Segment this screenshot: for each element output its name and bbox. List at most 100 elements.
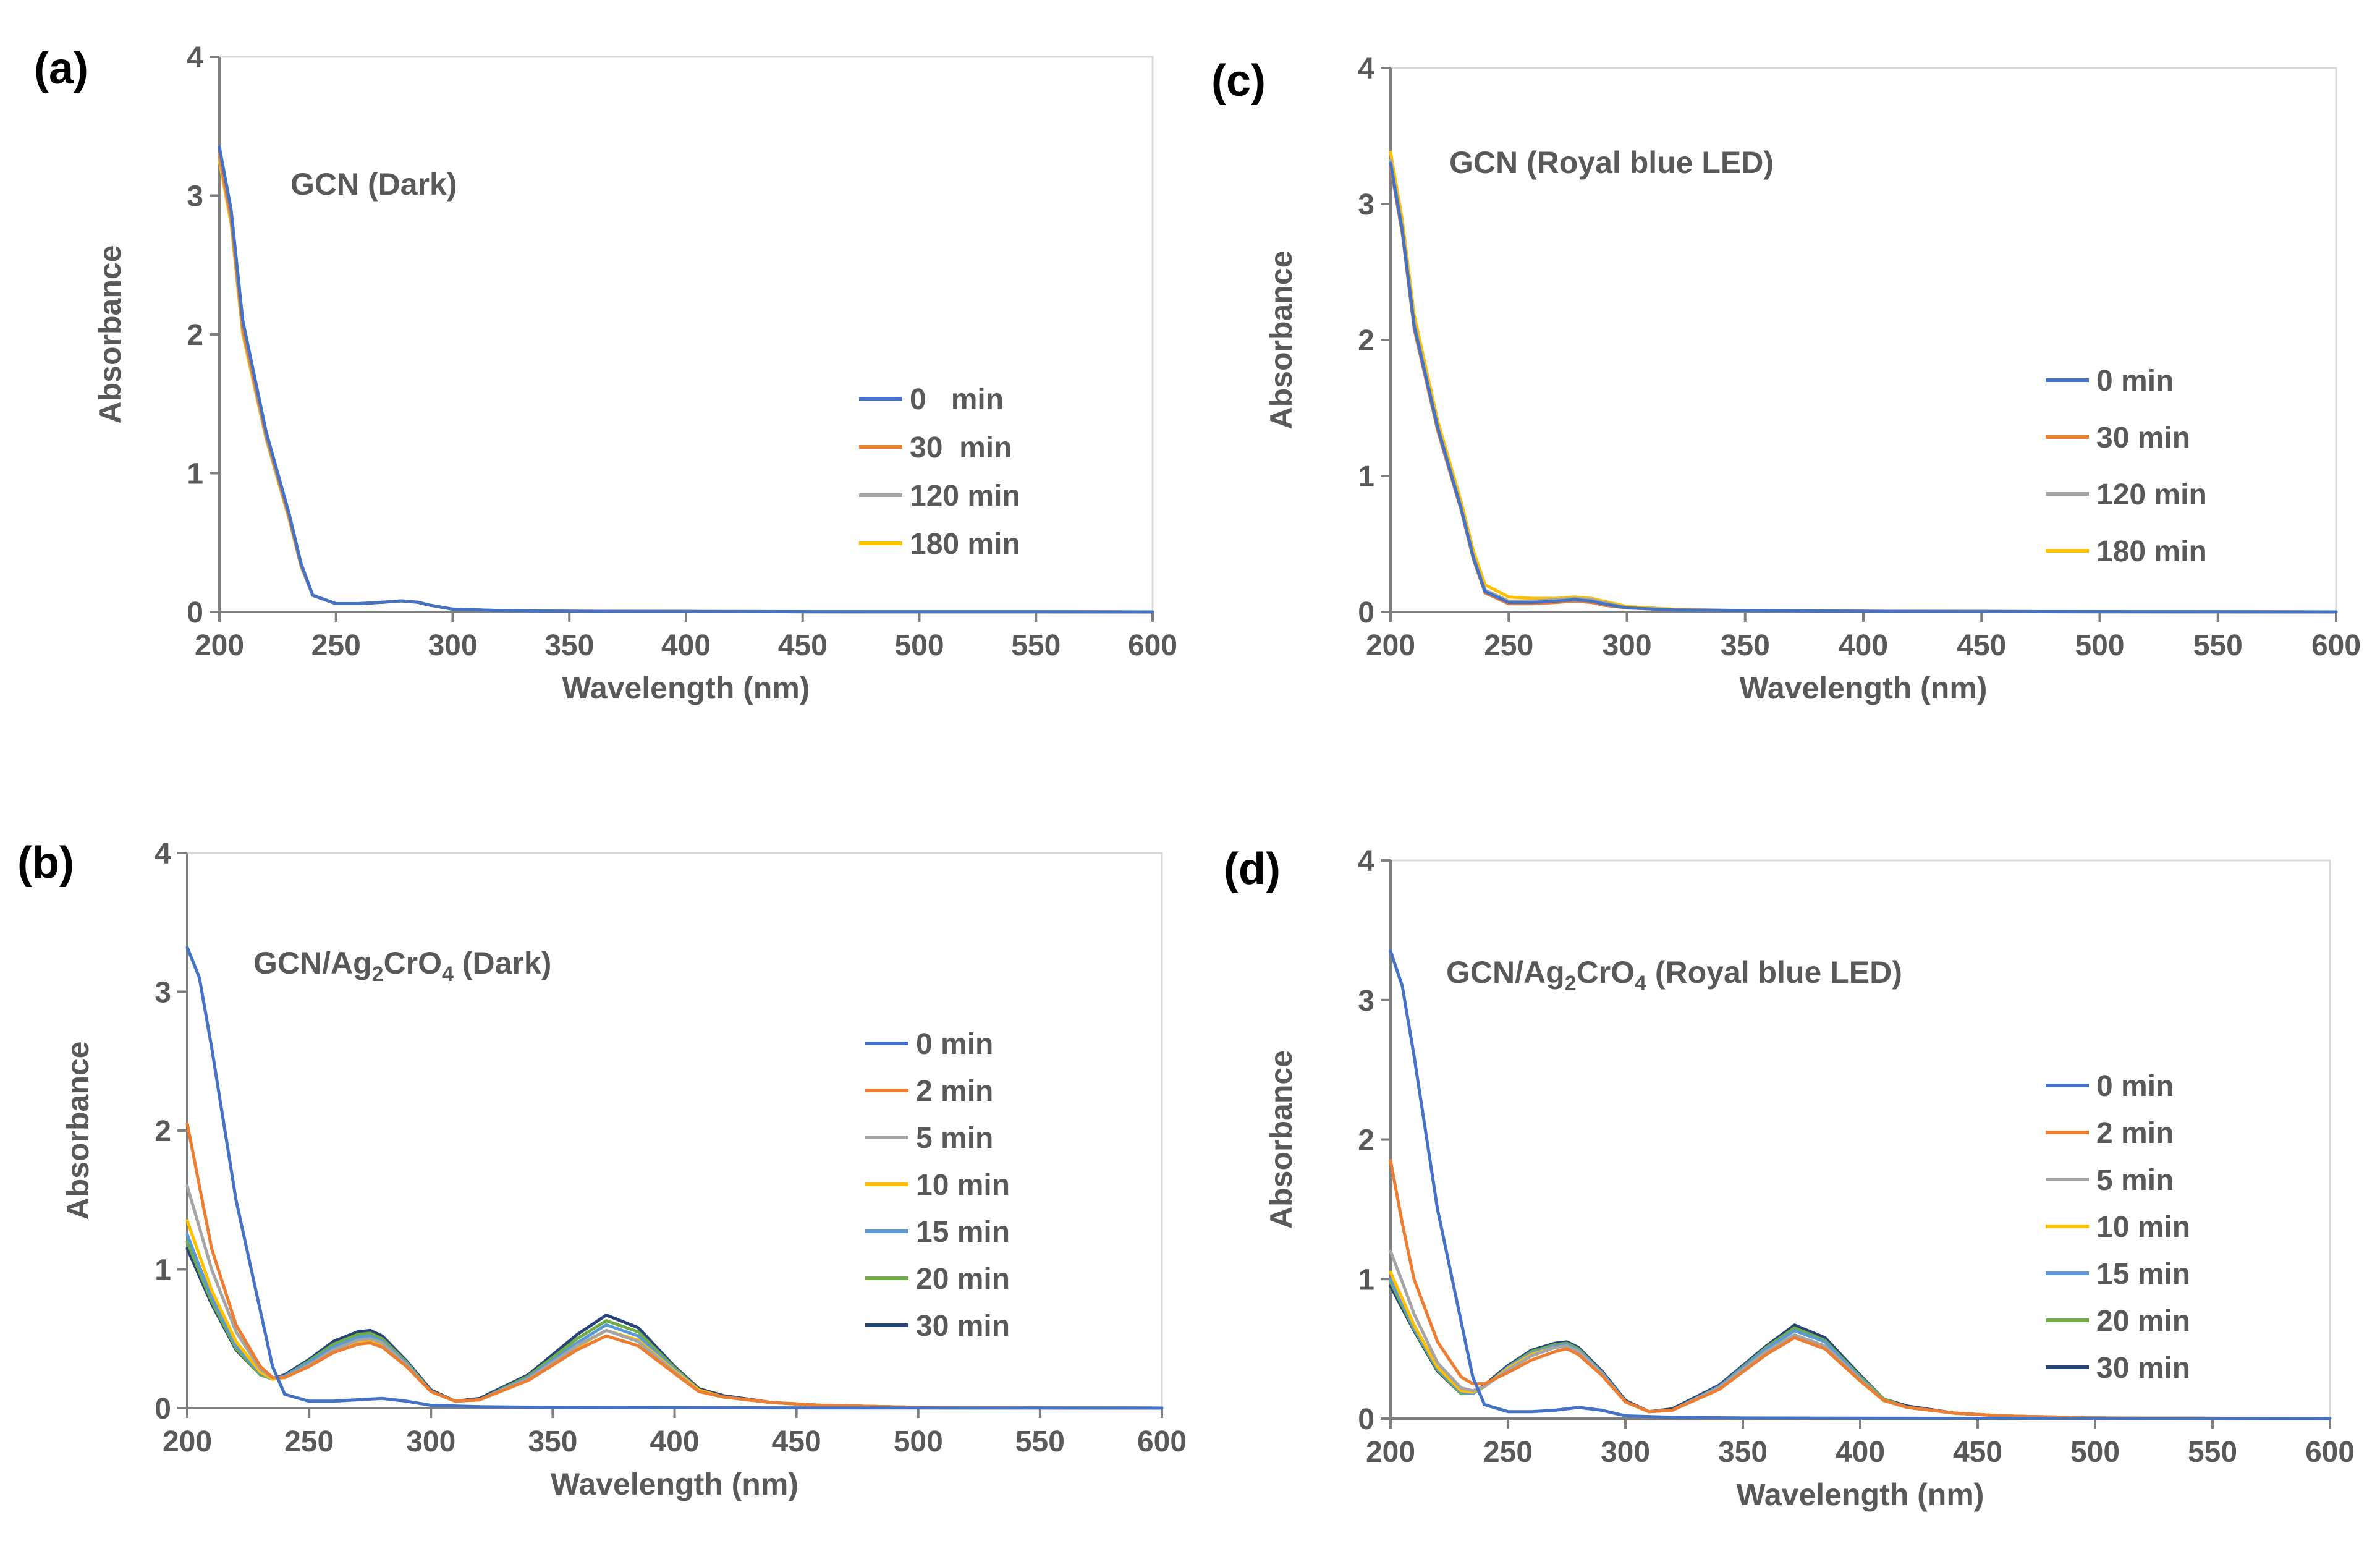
annotation-annotation-end: (Dark) [454,946,551,980]
y-tick-label: 4 [1358,53,1374,85]
y-tick-label: 3 [187,180,203,213]
legend-label: 30 min [910,431,1012,464]
chart-panel-b: 0 1 2 3 4 200 250 300 350 400 450 500 550 600 Waveleng… [17,838,1187,1501]
y-tick-label: 4 [187,41,203,74]
x-tick-label: 500 [894,629,944,662]
x-tick-label: 600 [2305,1436,2355,1469]
panel-annotation: GCN (Dark) [290,167,457,202]
y-tick-label: 0 [1358,1403,1374,1436]
legend-label: 10 min [2096,1211,2190,1244]
x-tick-label: 250 [1484,629,1533,662]
x-tick-label: 250 [1483,1436,1533,1469]
legend-label: 5 min [916,1122,993,1155]
y-tick-label: 1 [155,1254,171,1287]
x-axis-title: Wavelength (nm) [562,671,810,705]
legend-label: 30 min [2096,1352,2190,1385]
legend-label: 5 min [2096,1164,2174,1197]
x-tick-label: 450 [1957,629,2006,662]
x-tick-label: 450 [772,1425,821,1458]
x-tick-label: 300 [406,1425,455,1458]
y-tick-label: 0 [187,596,203,629]
y-tick-label: 1 [1358,461,1374,493]
x-tick-label: 500 [2075,629,2124,662]
annotation-annotation-sub: 2 [372,962,384,986]
panel-label: (a) [34,44,88,93]
x-tick-label: 200 [195,629,244,662]
legend-label: 0 min [2096,1070,2174,1103]
legend-label: 120 min [910,480,1020,512]
x-tick-label: 300 [1602,629,1651,662]
y-tick-label: 3 [1358,985,1374,1017]
series-line-d-0 [1389,949,2332,1420]
x-tick-label: 250 [311,629,361,662]
x-axis-title: Wavelength (nm) [1740,671,1988,705]
annotation-annotation: GCN/Ag [253,946,372,980]
y-tick-label: 3 [1358,189,1374,221]
legend-label: 15 min [916,1216,1010,1249]
legend-label: 15 min [2096,1258,2190,1291]
x-tick-label: 400 [1839,629,1888,662]
y-tick-label: 1 [187,458,203,491]
annotation-annotation-end: (Royal blue LED) [1646,955,1902,990]
x-tick-label: 250 [284,1425,334,1458]
annotation-annotation-sub: 2 [1565,972,1577,995]
y-axis-title: Absorbance [1264,251,1298,430]
series-line-c-0 [1389,161,2338,614]
x-tick-label: 300 [1601,1436,1650,1469]
series-line-d-3 [1389,1270,2332,1420]
x-tick-label: 300 [428,629,477,662]
chart-panel-d: 0 1 2 3 4 200 250 300 350 400 450 500 550 600 Waveleng… [1224,844,2355,1512]
x-tick-label: 200 [1366,629,1415,662]
legend-label: 30 min [916,1310,1010,1343]
x-tick-label: 500 [2070,1436,2120,1469]
y-axis-title: Absorbance [1264,1050,1298,1229]
x-tick-label: 550 [2193,629,2243,662]
y-tick-label: 2 [1358,1124,1374,1157]
x-tick-label: 550 [1011,629,1061,662]
annotation-annotation: GCN/Ag [1446,955,1565,990]
panel-label: (b) [17,838,74,888]
panel-label: (c) [1211,56,1266,106]
legend-label: 20 min [2096,1305,2190,1338]
legend-label: 2 min [2096,1117,2174,1150]
x-tick-label: 550 [1015,1425,1065,1458]
series-line-b-1 [185,1122,1164,1410]
series-line-b-0 [185,946,1164,1410]
panel-annotation: GCN/Ag2CrO4 (Royal blue LED) [1446,955,1902,995]
annotation-annotation: GCN (Royal blue LED) [1449,145,1774,180]
y-tick-label: 2 [155,1115,171,1148]
x-tick-label: 500 [894,1425,943,1458]
y-tick-label: 2 [187,319,203,352]
legend-label: 180 min [910,528,1020,561]
legend-label: 0 min [910,383,1004,416]
legend-label: 0 min [2096,365,2174,397]
x-tick-label: 350 [1721,629,1770,662]
x-tick-label: 400 [661,629,711,662]
x-axis-title: Wavelength (nm) [1737,1477,1984,1512]
series-line-b-4 [185,1233,1164,1410]
series-line-b-5 [185,1240,1164,1410]
y-tick-label: 4 [155,838,171,870]
x-tick-label: 200 [1366,1436,1415,1469]
series-line-b-3 [185,1219,1164,1410]
x-tick-label: 350 [528,1425,577,1458]
series-line-b-6 [185,1247,1164,1410]
x-tick-label: 350 [544,629,594,662]
annotation-annotation: GCN (Dark) [290,167,457,202]
y-tick-label: 3 [155,977,171,1009]
x-tick-label: 600 [2311,629,2361,662]
legend-label: 30 min [2096,422,2190,454]
series-line-d-5 [1389,1280,2332,1420]
x-axis-title: Wavelength (nm) [551,1467,798,1501]
x-tick-label: 450 [1953,1436,2002,1469]
y-axis-title: Absorbance [61,1042,95,1220]
y-tick-label: 0 [1358,596,1374,629]
chart-panel-a: 0 1 2 3 4 200 250 300 350 400 450 500 550 600 Waveleng… [34,41,1177,705]
x-tick-label: 550 [2188,1436,2237,1469]
y-tick-label: 0 [155,1393,171,1425]
y-tick-label: 1 [1358,1263,1374,1296]
annotation-annotation-sub2: 4 [442,962,454,986]
annotation-annotation-sub2: 4 [1635,972,1646,995]
